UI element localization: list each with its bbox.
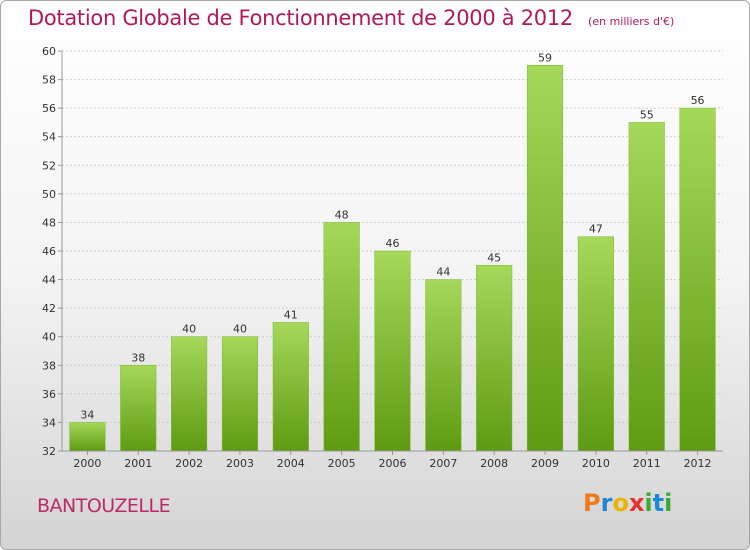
value-label: 56 [691, 94, 705, 107]
proxiti-logo: Proxiti [583, 489, 672, 517]
logo-letter: t [652, 489, 665, 517]
x-tick-label: 2012 [684, 457, 712, 470]
value-label: 41 [284, 308, 298, 321]
logo-letter: i [664, 489, 673, 517]
logo-letter: P [583, 489, 601, 517]
value-label: 44 [436, 266, 450, 279]
value-label: 59 [538, 51, 552, 64]
y-tick-label: 58 [42, 74, 56, 87]
title-row: Dotation Globale de Fonctionnement de 20… [28, 6, 674, 30]
bar [69, 422, 106, 452]
bar [221, 336, 259, 452]
x-tick-label: 2011 [633, 457, 661, 470]
labels: 32 34 36 38 40 42 44 46 48 50 52 54 56 58 60 2000 34 2001… [42, 45, 712, 470]
y-tick-label: 44 [42, 274, 56, 287]
value-label: 40 [233, 323, 247, 336]
bar [272, 322, 309, 452]
bars [69, 65, 716, 452]
value-label: 38 [131, 351, 145, 364]
x-tick-label: 2005 [328, 457, 356, 470]
logo-letter: x [628, 489, 645, 517]
bar [171, 336, 208, 452]
bar [374, 250, 411, 452]
x-tick-label: 2003 [226, 457, 254, 470]
bar [577, 236, 614, 452]
value-label: 48 [335, 208, 349, 221]
x-tick-label: 2009 [531, 457, 559, 470]
bar [425, 279, 462, 452]
logo-letter: r [600, 489, 613, 517]
y-tick-label: 60 [42, 45, 56, 58]
value-label: 46 [386, 237, 400, 250]
axes [58, 50, 723, 455]
chart-subtitle: (en milliers d'€) [588, 15, 675, 28]
chart-title: Dotation Globale de Fonctionnement de 20… [28, 6, 573, 30]
y-tick-label: 42 [42, 302, 56, 315]
y-tick-label: 34 [42, 416, 56, 429]
y-tick-label: 46 [42, 245, 56, 258]
logo-letter: o [612, 489, 629, 517]
bar [679, 107, 716, 452]
x-tick-label: 2000 [73, 457, 101, 470]
x-tick-label: 2010 [582, 457, 610, 470]
y-tick-label: 32 [42, 445, 56, 458]
x-tick-label: 2007 [429, 457, 457, 470]
value-label: 34 [80, 408, 94, 421]
x-tick-label: 2008 [480, 457, 508, 470]
y-tick-label: 40 [42, 331, 56, 344]
y-tick-label: 52 [42, 159, 56, 172]
x-tick-label: 2004 [277, 457, 305, 470]
x-tick-label: 2006 [379, 457, 407, 470]
value-label: 55 [640, 108, 654, 121]
bar [120, 365, 157, 452]
bar [476, 265, 513, 452]
value-label: 40 [182, 323, 196, 336]
x-tick-label: 2002 [175, 457, 203, 470]
logo-letter: i [644, 489, 653, 517]
commune-name: BANTOUZELLE [37, 495, 171, 517]
value-label: 45 [487, 251, 501, 264]
y-tick-label: 38 [42, 359, 56, 372]
bar [526, 65, 564, 452]
bar [628, 122, 665, 452]
y-tick-label: 48 [42, 216, 56, 229]
value-label: 47 [589, 223, 603, 236]
y-tick-label: 50 [42, 188, 56, 201]
bar [323, 222, 360, 452]
y-tick-label: 56 [42, 102, 56, 115]
y-tick-label: 36 [42, 388, 56, 401]
x-tick-label: 2001 [124, 457, 152, 470]
y-tick-label: 54 [42, 131, 56, 144]
